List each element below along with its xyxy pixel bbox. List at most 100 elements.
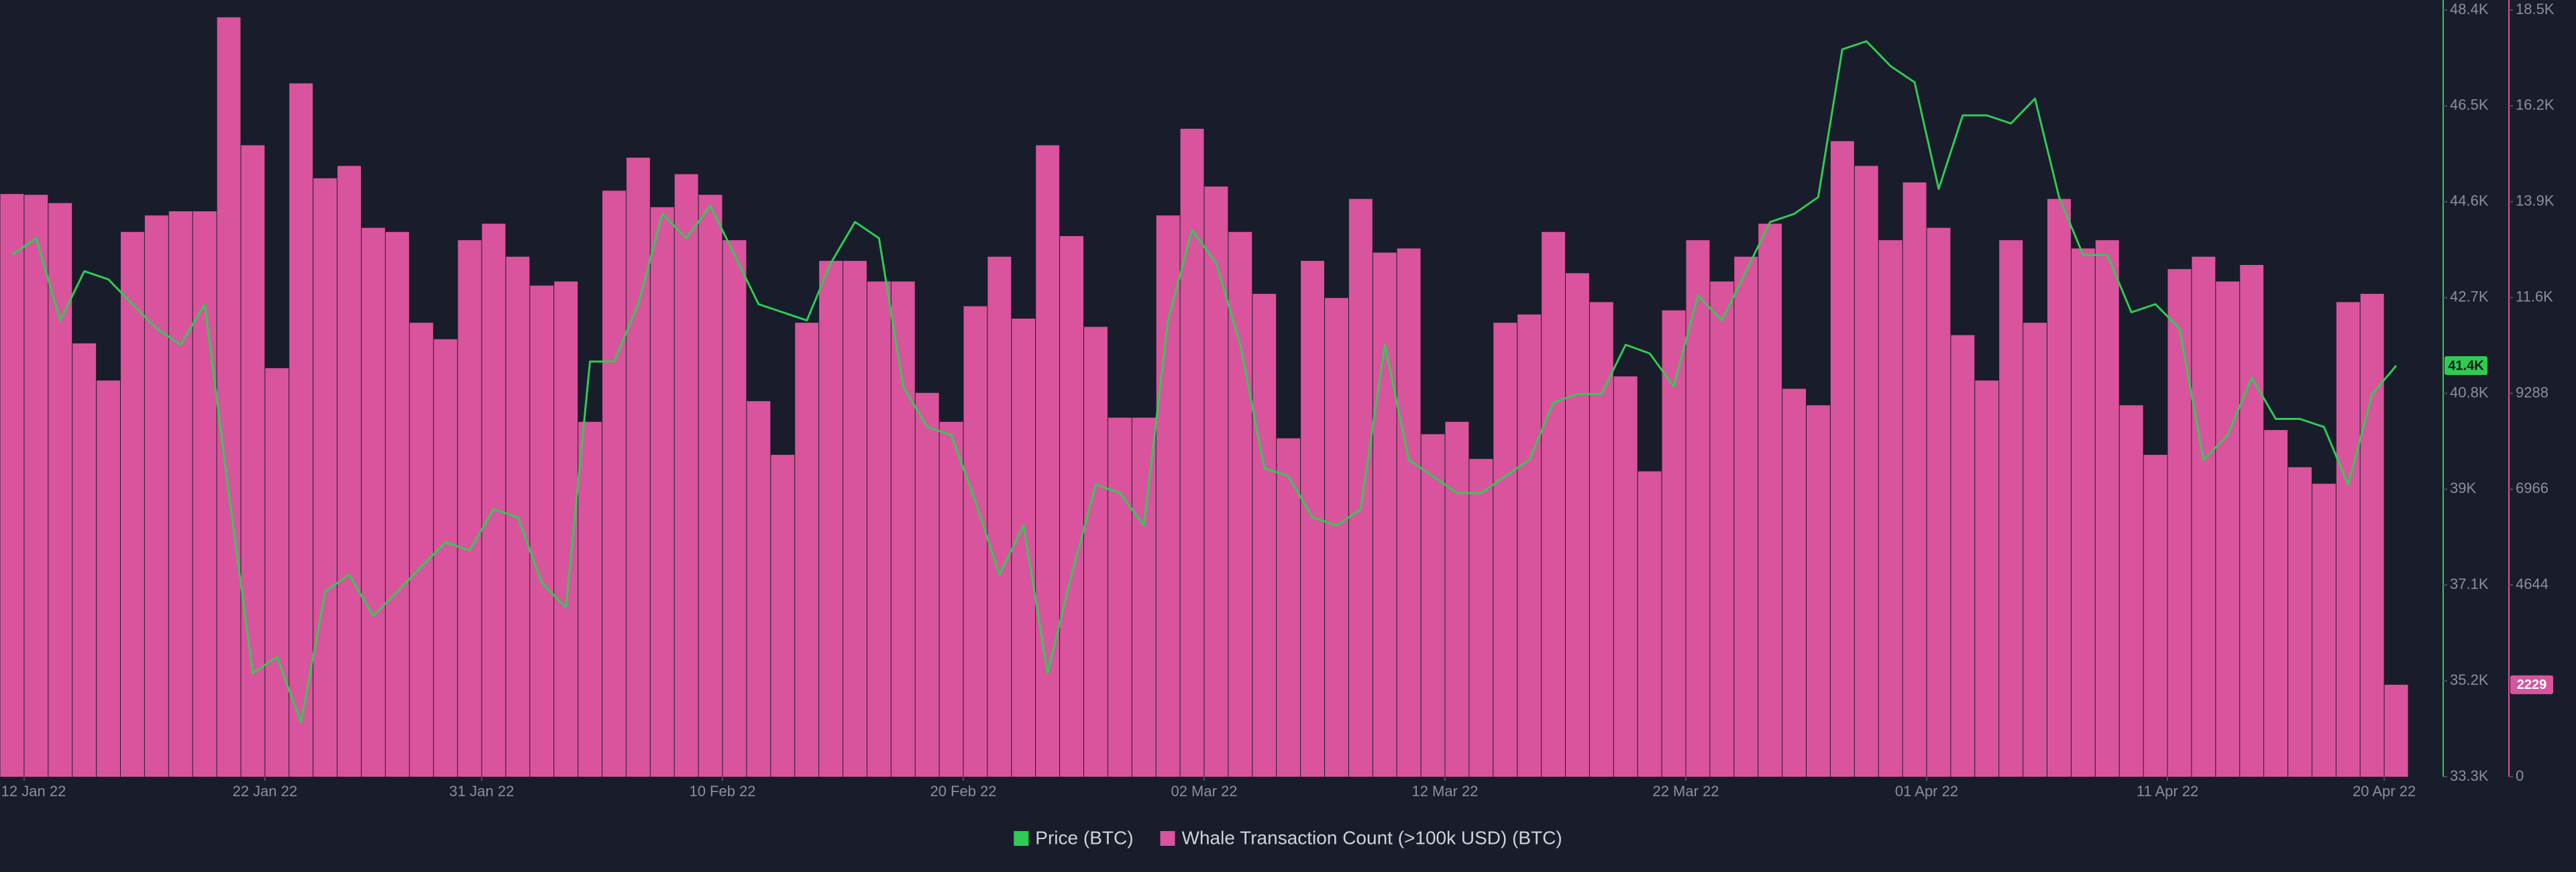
bar — [1325, 298, 1348, 777]
bar — [1878, 240, 1902, 777]
legend-label: Price (BTC) — [1035, 827, 1133, 848]
bar — [1421, 434, 1445, 777]
x-tick-label: 12 Jan 22 — [1, 783, 66, 800]
bar — [1445, 421, 1469, 777]
bar — [1734, 256, 1758, 777]
bar — [1301, 260, 1324, 777]
bar — [674, 174, 698, 777]
y-tick-label: 39K — [2450, 480, 2476, 496]
bar — [1180, 128, 1204, 777]
bar — [458, 240, 482, 777]
bar — [1228, 231, 1252, 777]
y-tick-label: 48.4K — [2450, 1, 2489, 17]
y-tick-label: 42.7K — [2450, 288, 2489, 305]
bar — [1589, 302, 1613, 777]
bar — [2360, 294, 2384, 777]
bar — [2023, 323, 2047, 777]
bar — [144, 215, 168, 777]
bar — [313, 178, 337, 777]
bar — [241, 145, 265, 777]
bar — [1613, 376, 1638, 777]
bar — [987, 256, 1012, 777]
bar — [602, 190, 626, 777]
y2-tick-label: 4644 — [2516, 576, 2548, 592]
x-tick-label: 20 Feb 22 — [930, 783, 996, 800]
bar — [747, 401, 771, 777]
bar — [385, 231, 409, 777]
last-value-label: 41.4K — [2448, 358, 2484, 373]
bar — [1758, 223, 1782, 777]
y-tick-label: 46.5K — [2450, 97, 2489, 113]
y2-tick-label: 16.2K — [2516, 97, 2555, 113]
bar — [1662, 310, 1686, 777]
last-value-label: 2229 — [2517, 677, 2547, 692]
y2-tick-label: 13.9K — [2516, 193, 2555, 209]
last-value-box — [2445, 356, 2487, 376]
bar — [1084, 327, 1108, 777]
bar — [1204, 186, 1228, 777]
bar — [1927, 227, 1951, 777]
y2-tick-label: 0 — [2516, 767, 2524, 784]
bar — [578, 421, 602, 777]
x-tick-label: 22 Jan 22 — [233, 783, 298, 800]
bar — [2071, 248, 2095, 777]
bar — [1060, 235, 1083, 777]
bar — [265, 368, 289, 777]
y-tick-label: 33.3K — [2450, 767, 2489, 784]
bar — [1252, 294, 1277, 777]
bar — [1710, 281, 1734, 777]
bar — [1132, 417, 1156, 777]
bar — [795, 323, 819, 777]
y-tick-label: 37.1K — [2450, 576, 2489, 592]
x-tick-label: 10 Feb 22 — [689, 783, 755, 800]
bar — [1782, 388, 1806, 777]
bar — [1373, 252, 1397, 777]
bar — [2192, 256, 2216, 777]
y-tick-label: 44.6K — [2450, 193, 2489, 209]
bar — [1638, 471, 1662, 777]
bar — [362, 227, 385, 777]
bar — [771, 455, 795, 777]
bar — [482, 223, 506, 777]
bar — [843, 260, 867, 777]
x-tick-label: 02 Mar 22 — [1171, 783, 1237, 800]
bar — [1517, 314, 1542, 777]
bar — [72, 343, 97, 777]
bar — [1493, 323, 1517, 777]
x-tick-label: 20 Apr 22 — [2353, 783, 2416, 800]
bar — [1397, 248, 1421, 777]
legend-marker — [1160, 831, 1175, 846]
bar — [409, 323, 433, 777]
bar — [337, 166, 361, 777]
bar — [963, 306, 987, 777]
bar — [650, 207, 674, 777]
bar — [722, 240, 747, 777]
bar — [2119, 405, 2143, 777]
legend: Price (BTC) Whale Transaction Count (>100… — [1014, 827, 1562, 848]
bar — [1156, 215, 1180, 777]
y-tick-label: 40.8K — [2450, 384, 2489, 400]
x-tick-label: 31 Jan 22 — [449, 783, 515, 800]
price-line — [11, 40, 2398, 724]
y-tick-label: 35.2K — [2450, 671, 2489, 688]
bar — [2216, 281, 2240, 777]
bar — [2143, 455, 2167, 777]
bar — [2336, 302, 2360, 777]
bar — [2264, 430, 2288, 777]
bar — [626, 158, 650, 777]
bar — [1108, 417, 1132, 777]
y2-tick-label: 9288 — [2516, 384, 2548, 400]
bar — [1807, 405, 1830, 777]
bar — [1951, 335, 1975, 777]
bar — [1566, 273, 1589, 777]
bar — [1348, 199, 1373, 777]
bar — [1277, 438, 1301, 777]
bar — [48, 203, 72, 777]
y2-tick-label: 6966 — [2516, 480, 2548, 496]
bar — [1975, 380, 1999, 777]
bar — [193, 211, 217, 777]
bar — [1036, 145, 1060, 777]
bar — [121, 231, 144, 777]
